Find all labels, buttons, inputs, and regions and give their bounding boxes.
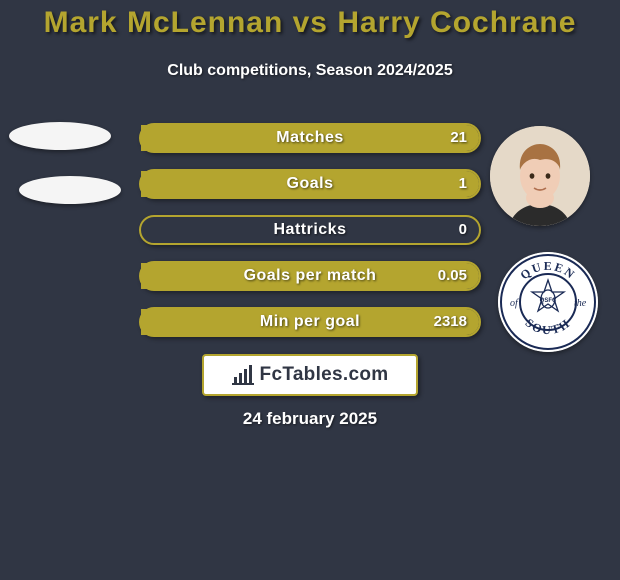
club-crest-icon: QUEEN SOUTH of the QSFC: [498, 252, 598, 352]
stat-label: Goals per match: [141, 263, 479, 289]
date-line: 24 february 2025: [0, 409, 620, 429]
page-title: Mark McLennan vs Harry Cochrane: [0, 6, 620, 40]
branding-text: FcTables.com: [260, 364, 389, 386]
player-left-avatar: [9, 122, 111, 150]
stat-row: Hattricks0: [139, 215, 481, 245]
person-icon: [490, 126, 590, 226]
stat-right-value: 21: [450, 125, 467, 151]
stat-row: Min per goal2318: [139, 307, 481, 337]
stat-label: Hattricks: [141, 217, 479, 243]
subtitle: Club competitions, Season 2024/2025: [0, 62, 620, 80]
stat-row: Matches21: [139, 123, 481, 153]
player-right-avatar: [490, 126, 590, 226]
stat-label: Min per goal: [141, 309, 479, 335]
stat-right-value: 0.05: [438, 263, 467, 289]
stat-row: Goals1: [139, 169, 481, 199]
stat-label: Goals: [141, 171, 479, 197]
stat-right-value: 0: [459, 217, 467, 243]
stat-right-value: 2318: [434, 309, 467, 335]
svg-text:QSFC: QSFC: [540, 298, 557, 304]
stat-right-value: 1: [459, 171, 467, 197]
badge-left-text: of: [510, 298, 519, 309]
stat-label: Matches: [141, 125, 479, 151]
branding-box[interactable]: FcTables.com: [202, 354, 418, 396]
badge-right-text: the: [574, 298, 587, 309]
club-right-badge: QUEEN SOUTH of the QSFC: [498, 252, 598, 352]
club-left-badge: [19, 176, 121, 204]
stat-row: Goals per match0.05: [139, 261, 481, 291]
bar-chart-icon: [232, 365, 254, 385]
